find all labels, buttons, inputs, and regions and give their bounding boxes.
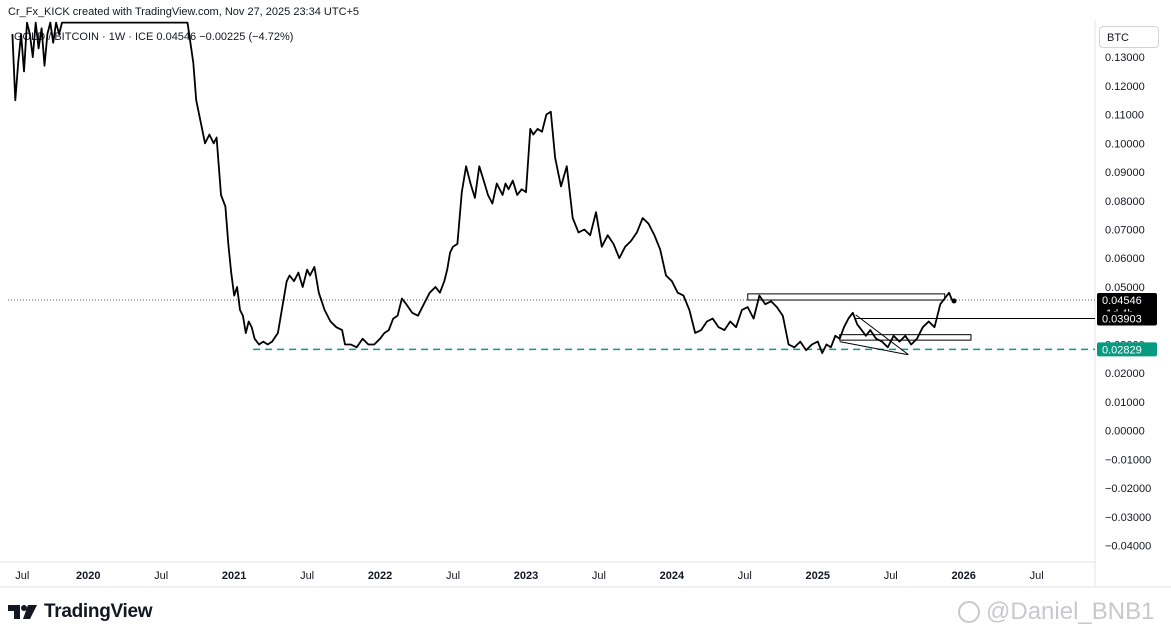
y-tick-label: 0.07000 bbox=[1105, 224, 1145, 236]
y-tick-label: 0.10000 bbox=[1105, 138, 1145, 150]
x-tick-label: 2020 bbox=[76, 570, 100, 582]
price-tag-label: 0.04546 bbox=[1102, 295, 1142, 307]
x-tick-label: Jul bbox=[738, 570, 752, 582]
x-tick-label: Jul bbox=[446, 570, 460, 582]
x-tick-label: Jul bbox=[300, 570, 314, 582]
watermark-text: @Daniel_BNB1 bbox=[986, 598, 1155, 625]
price-tag-label: 0.02829 bbox=[1102, 344, 1142, 356]
y-tick-label: 0.00000 bbox=[1105, 426, 1145, 438]
x-tick-label: 2025 bbox=[806, 570, 830, 582]
x-tick-label: Jul bbox=[592, 570, 606, 582]
y-tick-label: 0.12000 bbox=[1105, 81, 1145, 93]
price-series-line bbox=[11, 21, 953, 354]
x-tick-label: Jul bbox=[1030, 570, 1044, 582]
price-tag bbox=[1097, 311, 1157, 326]
y-tick-label: −0.04000 bbox=[1105, 541, 1151, 553]
y-tick-label: 0.11000 bbox=[1105, 110, 1144, 122]
watermark: @Daniel_BNB1 bbox=[958, 598, 1154, 626]
y-tick-label: 0.09000 bbox=[1105, 167, 1145, 179]
tradingview-logo[interactable]: TradingView bbox=[8, 600, 153, 624]
y-tick-label: 0.05000 bbox=[1105, 282, 1145, 294]
price-tag-label: 0.03903 bbox=[1102, 313, 1142, 325]
y-tick-label: −0.01000 bbox=[1105, 454, 1151, 466]
x-tick-label: 2024 bbox=[660, 570, 685, 582]
unit-selector[interactable]: BTC bbox=[1099, 26, 1159, 48]
y-tick-label: −0.03000 bbox=[1105, 512, 1151, 524]
last-price-dot bbox=[951, 298, 957, 304]
x-tick-label: 2023 bbox=[514, 570, 538, 582]
trendline bbox=[855, 314, 909, 355]
y-tick-label: 0.01000 bbox=[1105, 397, 1145, 409]
tradingview-mark-icon bbox=[8, 605, 37, 619]
trendline bbox=[839, 341, 909, 356]
x-tick-label: 2026 bbox=[951, 570, 975, 582]
price-tag bbox=[1097, 342, 1157, 357]
y-tick-label: 0.06000 bbox=[1105, 253, 1145, 265]
y-tick-label: 0.02000 bbox=[1105, 368, 1145, 380]
x-tick-label: Jul bbox=[884, 570, 898, 582]
symbol-info: GOLD / BITCOIN · 1W · ICE 0.04546 −0.002… bbox=[14, 31, 294, 43]
y-tick-label: 0.13000 bbox=[1105, 52, 1145, 64]
watermark-logo-icon bbox=[958, 601, 980, 623]
x-tick-label: Jul bbox=[15, 570, 29, 582]
brand-name: TradingView bbox=[44, 601, 153, 622]
y-tick-label: 0.08000 bbox=[1105, 196, 1145, 208]
y-tick-label: −0.02000 bbox=[1105, 483, 1151, 495]
x-tick-label: 2021 bbox=[222, 570, 246, 582]
x-tick-label: Jul bbox=[154, 570, 168, 582]
range-box bbox=[747, 293, 946, 301]
x-tick-label: 2022 bbox=[368, 570, 392, 582]
credit-text: Cr_Fx_KICK created with TradingView.com,… bbox=[8, 6, 360, 18]
